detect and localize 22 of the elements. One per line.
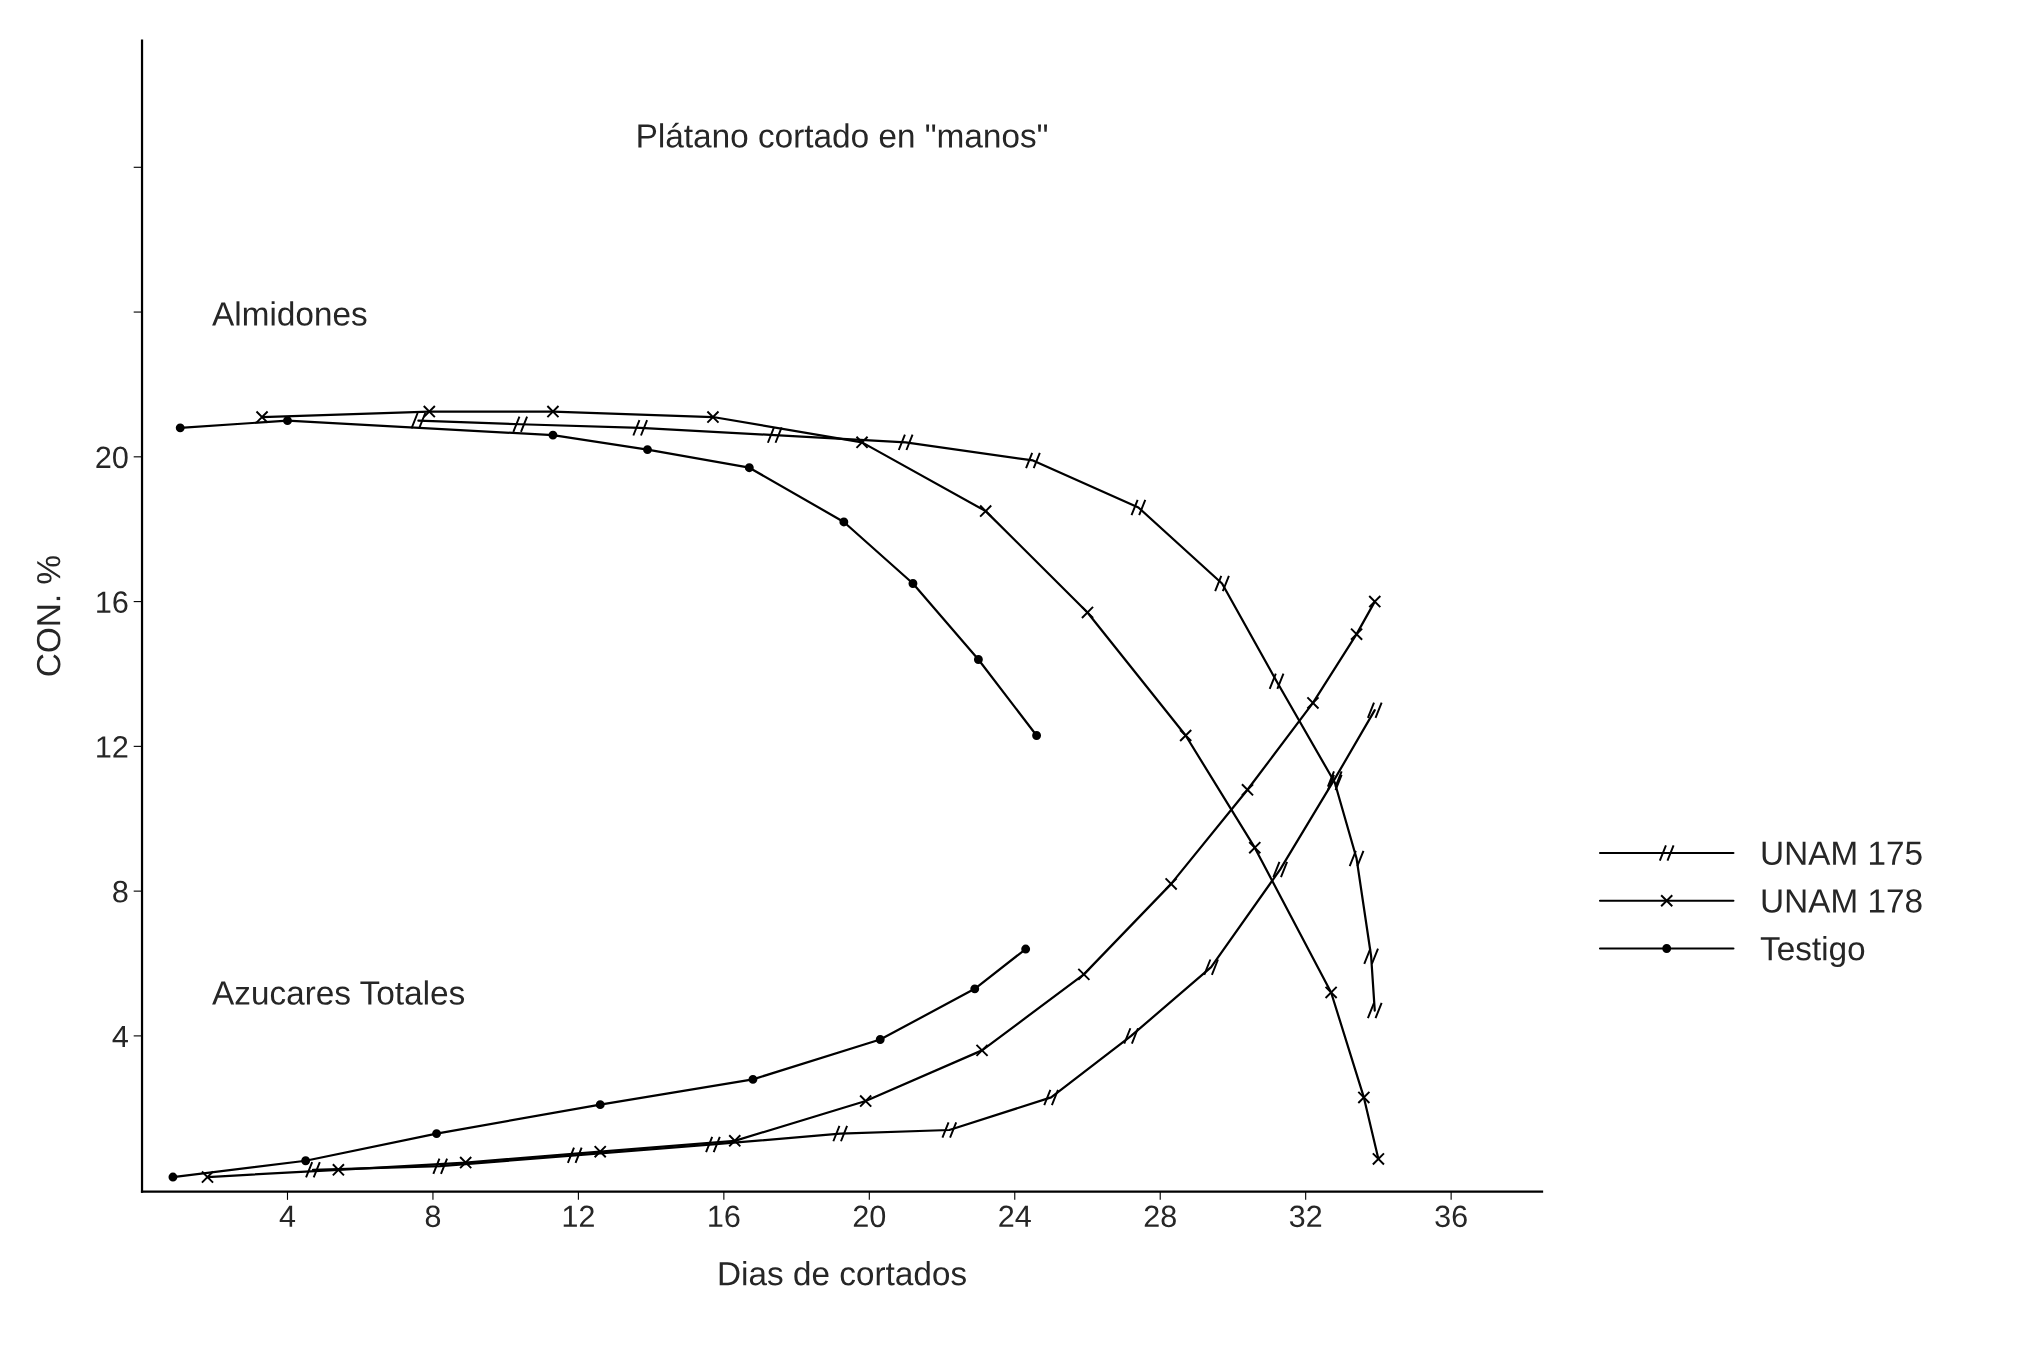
y-tick-label: 16 [97, 591, 128, 613]
legend-label: UNAM 175 [1762, 841, 1922, 865]
x-tick-label: 28 [1144, 1205, 1176, 1228]
y-axis-title: CON. % [36, 556, 61, 676]
x-tick-label: 4 [279, 1205, 296, 1227]
x-tick-label: 24 [999, 1205, 1031, 1227]
legend-label: UNAM 178 [1762, 889, 1922, 913]
y-tick-label: 20 [96, 446, 128, 469]
x-tick-label: 36 [1435, 1205, 1467, 1228]
y-tick-label: 4 [112, 1025, 128, 1047]
x-tick-label: 16 [709, 1205, 740, 1228]
legend-label: Testigo [1760, 936, 1865, 968]
annotation: Azucares Totales [212, 980, 465, 1005]
y-tick-label: 12 [97, 736, 128, 758]
x-tick-label: 20 [853, 1205, 886, 1228]
annotation: Almidones [212, 301, 367, 326]
text: Plátano cortado en "manos" [638, 122, 1048, 148]
x-tick-label: 12 [563, 1205, 594, 1227]
x-tick-label: 32 [1289, 1205, 1322, 1228]
x-tick-label: 8 [425, 1205, 441, 1228]
y-tick-label: 8 [113, 880, 128, 903]
x-axis-title: Dias de cortados [719, 1260, 966, 1286]
